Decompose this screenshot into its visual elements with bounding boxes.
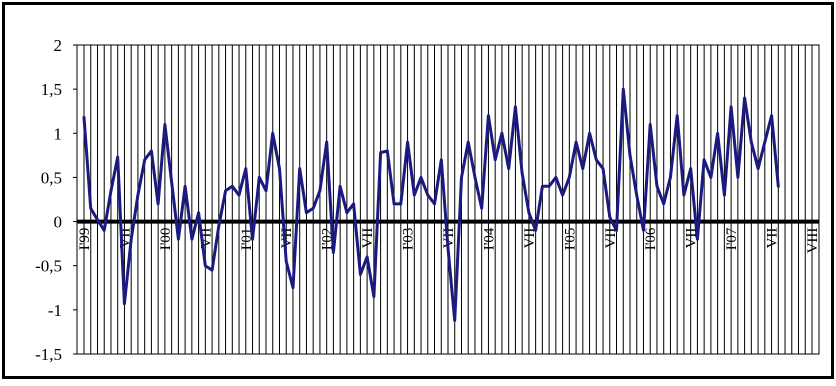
y-tick-label: 1: [54, 124, 63, 143]
x-tick-label: I'07: [724, 227, 740, 250]
x-tick-label: I'05: [562, 228, 578, 251]
y-tick-label: 0: [54, 213, 63, 232]
y-tick-label: -0,5: [35, 257, 62, 276]
x-tick-label: VII: [360, 228, 376, 249]
x-tick-label: I'06: [643, 227, 659, 250]
y-tick-label: 2: [54, 36, 63, 55]
x-tick-label: I'99: [77, 228, 93, 251]
x-tick-label: I'03: [401, 228, 417, 251]
x-tick-label: I'04: [481, 227, 497, 250]
y-tick-label: -1,5: [35, 345, 62, 364]
y-tick-label: -1: [48, 301, 62, 320]
x-tick-label: VII: [765, 228, 781, 249]
y-tick-label: 1,5: [41, 80, 62, 99]
y-tick-label: 0,5: [41, 168, 62, 187]
x-tick-label: VII: [279, 228, 295, 249]
x-tick-label: I'00: [158, 228, 174, 251]
